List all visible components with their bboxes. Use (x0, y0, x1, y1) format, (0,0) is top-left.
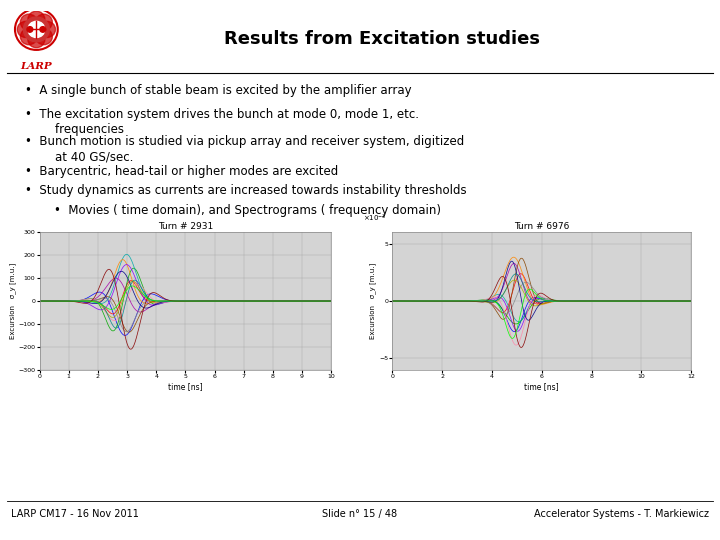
Text: Results from Excitation studies: Results from Excitation studies (224, 30, 539, 48)
Circle shape (35, 14, 53, 30)
Circle shape (27, 26, 33, 32)
Text: •  A single bunch of stable beam is excited by the amplifier array: • A single bunch of stable beam is excit… (25, 84, 412, 97)
Circle shape (39, 22, 55, 37)
Text: Slide n° 15 / 48: Slide n° 15 / 48 (323, 509, 397, 519)
Title: Turn # 2931: Turn # 2931 (158, 222, 213, 232)
Circle shape (23, 17, 49, 42)
Text: Accelerator Systems - T. Markiewicz: Accelerator Systems - T. Markiewicz (534, 509, 709, 519)
Text: •  Bunch motion is studied via pickup array and receiver system, digitized
     : • Bunch motion is studied via pickup arr… (25, 135, 464, 163)
X-axis label: time [ns]: time [ns] (524, 382, 559, 391)
Circle shape (28, 22, 45, 37)
Text: LARP: LARP (21, 62, 52, 71)
Circle shape (17, 22, 34, 37)
Circle shape (20, 29, 37, 45)
Circle shape (40, 26, 46, 32)
Circle shape (35, 29, 53, 45)
Text: •  Barycentric, head-tail or higher modes are excited: • Barycentric, head-tail or higher modes… (25, 165, 338, 178)
Y-axis label: Excursion   σ_y [m.u.]: Excursion σ_y [m.u.] (369, 263, 377, 339)
Text: $\times10^{-3}$: $\times10^{-3}$ (363, 213, 386, 224)
Text: LARP CM17 - 16 Nov 2011: LARP CM17 - 16 Nov 2011 (11, 509, 139, 519)
Title: Turn # 6976: Turn # 6976 (514, 222, 570, 232)
Y-axis label: Excursion   σ_y [m.u.]: Excursion σ_y [m.u.] (9, 263, 16, 339)
Circle shape (20, 14, 37, 30)
Circle shape (28, 11, 45, 27)
X-axis label: time [ns]: time [ns] (168, 382, 203, 391)
Text: •  The excitation system drives the bunch at mode 0, mode 1, etc.
        freque: • The excitation system drives the bunch… (25, 108, 419, 136)
Text: •  Study dynamics as currents are increased towards instability thresholds: • Study dynamics as currents are increas… (25, 184, 467, 197)
Circle shape (28, 32, 45, 48)
Text: •  Movies ( time domain), and Spectrograms ( frequency domain): • Movies ( time domain), and Spectrogram… (54, 204, 441, 217)
